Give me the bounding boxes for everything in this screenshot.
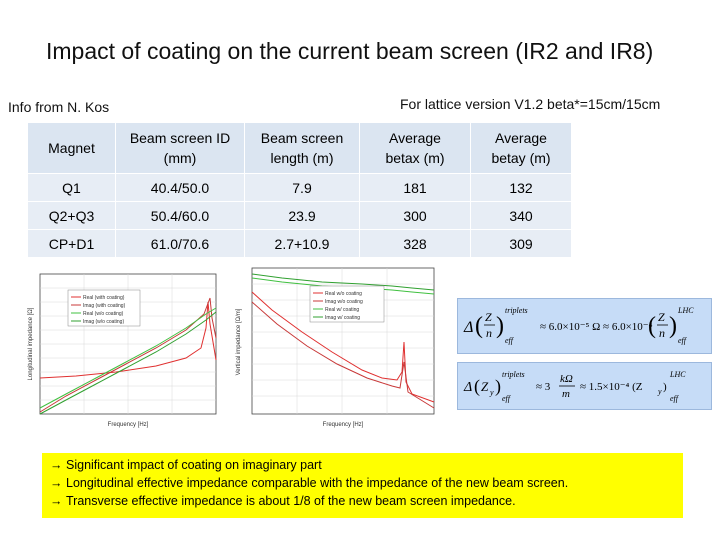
- longitudinal-impedance-formula: Δ ( Z n ) triplets eff ≈ 6.0×10⁻⁵ Ω ≈ 6.…: [457, 298, 712, 354]
- conclusion-item: → Significant impact of coating on imagin…: [50, 458, 322, 472]
- vertical-impedance-plot: Real w/o coating Imag w/o coating Real w…: [232, 262, 442, 430]
- formula-subscript: eff: [670, 394, 680, 403]
- legend-entry: Real (with coating): [83, 295, 125, 301]
- cell-beam-screen-id: 50.4/60.0: [115, 201, 245, 230]
- svg-text:(: (: [648, 313, 656, 339]
- formula-subscript: eff: [505, 336, 515, 345]
- svg-text:Δ: Δ: [463, 380, 472, 395]
- header-average-betax: Average betax (m): [359, 123, 471, 174]
- header-average-betay: Average betay (m): [470, 123, 571, 174]
- svg-text:(: (: [475, 313, 483, 339]
- svg-text:Δ: Δ: [463, 319, 473, 336]
- svg-text:y: y: [489, 388, 494, 397]
- cell-magnet: CP+D1: [28, 229, 116, 257]
- cell-betax: 300: [359, 201, 471, 230]
- cell-magnet: Q1: [28, 173, 116, 202]
- table-row: Q2+Q3 50.4/60.0 23.9 300 340: [28, 201, 571, 230]
- plot-legend: Real w/o coating Imag w/o coating Real w…: [309, 285, 385, 323]
- formula-superscript: triplets: [505, 306, 528, 315]
- curve-imag-without-coating: [39, 311, 217, 415]
- formula-relation: ≈ 3: [536, 381, 551, 393]
- arrow-right-icon: →: [50, 458, 63, 472]
- transverse-impedance-formula: Δ ( Z y ) triplets eff ≈ 3 kΩ m ≈ 1.5×10…: [457, 362, 712, 410]
- formula-relation: ≈ 1.5×10⁻⁴ (Z: [580, 381, 643, 393]
- svg-text:Z: Z: [658, 310, 665, 324]
- svg-text:): ): [496, 313, 504, 339]
- svg-text:): ): [663, 381, 667, 393]
- cell-betax: 328: [359, 229, 471, 257]
- cell-betay: 340: [470, 201, 571, 230]
- svg-text:Z: Z: [481, 379, 489, 394]
- table-row: CP+D1 61.0/70.6 2.7+10.9 328 309: [28, 229, 571, 257]
- beam-screen-table: Magnet Beam screen ID (mm) Beam screen len…: [28, 123, 571, 257]
- cell-length: 23.9: [244, 201, 360, 230]
- longitudinal-impedance-plot: Real (with coating) Imag (with coating) …: [26, 268, 222, 430]
- source-note: Info from N. Kos: [8, 99, 110, 115]
- svg-text:y: y: [657, 387, 662, 396]
- cell-length: 7.9: [244, 173, 360, 202]
- header-beam-screen-id: Beam screen ID (mm): [115, 123, 245, 174]
- legend-entry: Imag (w/o coating): [83, 319, 124, 325]
- curve-real-without-coating: [39, 307, 217, 409]
- cell-magnet: Q2+Q3: [28, 201, 116, 230]
- arrow-right-icon: →: [50, 476, 63, 490]
- cell-beam-screen-id: 61.0/70.6: [115, 229, 245, 257]
- plot-legend: Real (with coating) Imag (with coating) …: [67, 289, 141, 327]
- formula-superscript: LHC: [669, 370, 686, 379]
- formula-fraction-denominator: m: [562, 388, 570, 400]
- formula-fraction-numerator: kΩ: [560, 373, 573, 385]
- cell-betax: 181: [359, 173, 471, 202]
- formula-subscript: eff: [502, 394, 512, 403]
- table-row: Q1 40.4/50.0 7.9 181 132: [28, 173, 571, 202]
- legend-entry: Imag (with coating): [83, 303, 126, 309]
- slide-title: Impact of coating on the current beam sc…: [46, 38, 654, 64]
- svg-text:n: n: [486, 326, 492, 340]
- svg-text:): ): [495, 376, 501, 397]
- legend-entry: Real w/o coating: [325, 291, 362, 297]
- legend-entry: Imag w/o coating: [325, 299, 363, 305]
- formula-subscript: eff: [678, 336, 688, 345]
- header-beam-screen-length: Beam screen length (m): [244, 123, 360, 174]
- conclusions-box: → Significant impact of coating on imagin…: [42, 453, 683, 518]
- lattice-note: For lattice version V1.2 beta*=15cm/15cm: [400, 96, 661, 112]
- formula-superscript: triplets: [502, 370, 525, 379]
- curve-imag-with-coating: [39, 297, 217, 413]
- svg-text:(: (: [474, 376, 480, 397]
- y-axis-label: Longitudinal impedance [Ω]: [28, 307, 34, 380]
- formula-superscript: LHC: [677, 306, 694, 315]
- conclusion-item: → Longitudinal effective impedance compar…: [50, 476, 569, 490]
- curve-imag-without-coating: [251, 301, 435, 409]
- legend-entry: Real (w/o coating): [83, 311, 124, 317]
- legend-entry: Imag w/ coating: [325, 315, 360, 321]
- cell-beam-screen-id: 40.4/50.0: [115, 173, 245, 202]
- svg-text:): ): [669, 313, 677, 339]
- curve-imag-with-coating: [251, 273, 435, 291]
- svg-text:Z: Z: [485, 310, 492, 324]
- y-axis-label: Vertical impedance [Ω/m]: [236, 308, 242, 375]
- conclusion-item: → Transverse effective impedance is about…: [50, 494, 516, 508]
- cell-betay: 132: [470, 173, 571, 202]
- cell-length: 2.7+10.9: [244, 229, 360, 257]
- curve-real-with-coating: [39, 301, 217, 379]
- x-axis-label: Frequency [Hz]: [108, 422, 149, 428]
- x-axis-label: Frequency [Hz]: [323, 422, 364, 428]
- header-magnet: Magnet: [28, 123, 116, 174]
- cell-betay: 309: [470, 229, 571, 257]
- legend-entry: Real w/ coating: [325, 307, 359, 313]
- table-header-row: Magnet Beam screen ID (mm) Beam screen len…: [28, 123, 571, 174]
- arrow-right-icon: →: [50, 494, 63, 508]
- svg-text:n: n: [659, 326, 665, 340]
- formula-relation: ≈ 6.0×10⁻⁵ Ω ≈ 6.0×10⁻⁴: [540, 321, 653, 333]
